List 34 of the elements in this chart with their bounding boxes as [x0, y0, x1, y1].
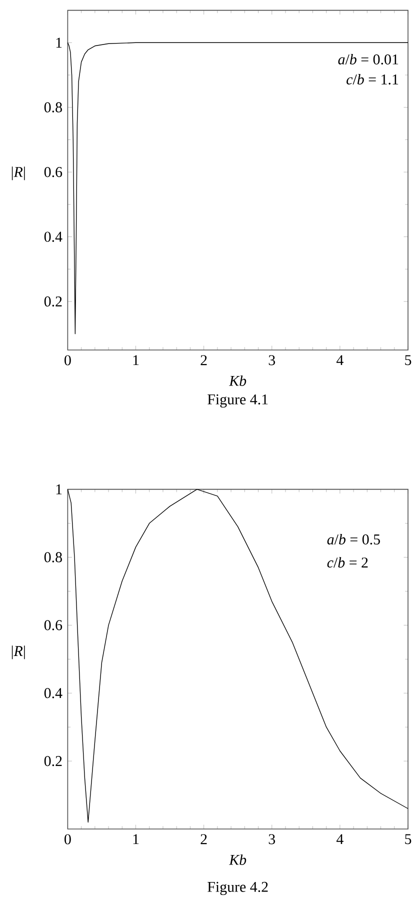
x-tick-label: 1: [133, 355, 139, 366]
x-tick-label: 5: [405, 834, 412, 844]
x-axis-title: Kb: [229, 375, 246, 386]
x-tick-label: 3: [269, 355, 276, 366]
y-tick-label: 0.4: [44, 688, 62, 698]
x-tick-label: 3: [269, 834, 276, 844]
y-tick-label: 0.8: [44, 552, 62, 562]
x-tick-label: 2: [200, 834, 207, 844]
x-axis-title: Kb: [229, 854, 246, 865]
annotation: c/b = 2: [327, 557, 368, 568]
y-tick-label: 0.6: [44, 620, 62, 630]
y-tick-label: 0.2: [44, 756, 62, 766]
x-tick-label: 0: [64, 834, 72, 844]
y-axis-title: |R|: [12, 646, 25, 660]
x-tick-label: 4: [336, 834, 344, 844]
y-tick-label: 0.8: [44, 102, 62, 112]
caption: Figure 4.1: [208, 394, 268, 408]
x-tick-label: 4: [336, 355, 344, 366]
y-tick-label: 1: [56, 38, 62, 48]
x-tick-label: 2: [200, 355, 207, 366]
caption: Figure 4.2: [208, 882, 268, 896]
annotation: a/b = 0.01: [338, 54, 398, 65]
y-tick-label: 0.2: [44, 296, 62, 307]
y-tick-label: 0.4: [44, 232, 62, 242]
y-tick-label: 0.6: [44, 166, 62, 178]
x-tick-label: 5: [405, 355, 412, 366]
y-axis-title: |R|: [12, 166, 25, 180]
x-tick-label: 1: [133, 834, 139, 844]
annotation: a/b = 0.5: [327, 534, 380, 545]
x-tick-label: 0: [64, 355, 72, 366]
line-series: [67, 488, 408, 823]
y-tick-label: 1: [56, 484, 62, 494]
line-series: [67, 42, 408, 334]
annotation: c/b = 1.1: [346, 74, 398, 85]
